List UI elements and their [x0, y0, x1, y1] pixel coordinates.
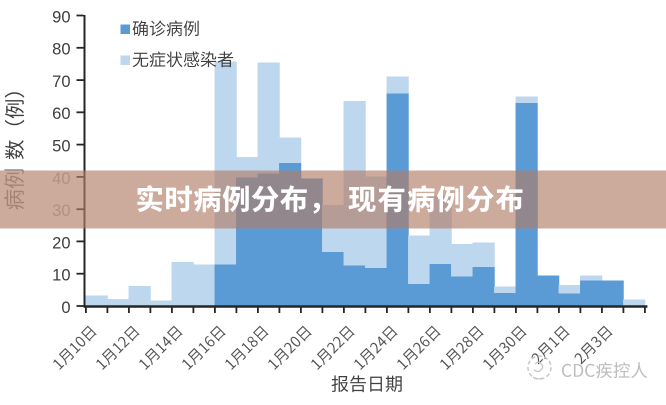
svg-text:70: 70 — [52, 73, 70, 91]
svg-text:90: 90 — [52, 8, 70, 26]
svg-text:80: 80 — [52, 41, 70, 59]
svg-text:50: 50 — [52, 138, 70, 156]
svg-text:20: 20 — [52, 234, 70, 252]
svg-text:60: 60 — [52, 105, 70, 123]
svg-text:10: 10 — [52, 267, 70, 285]
svg-text:0: 0 — [61, 299, 70, 317]
